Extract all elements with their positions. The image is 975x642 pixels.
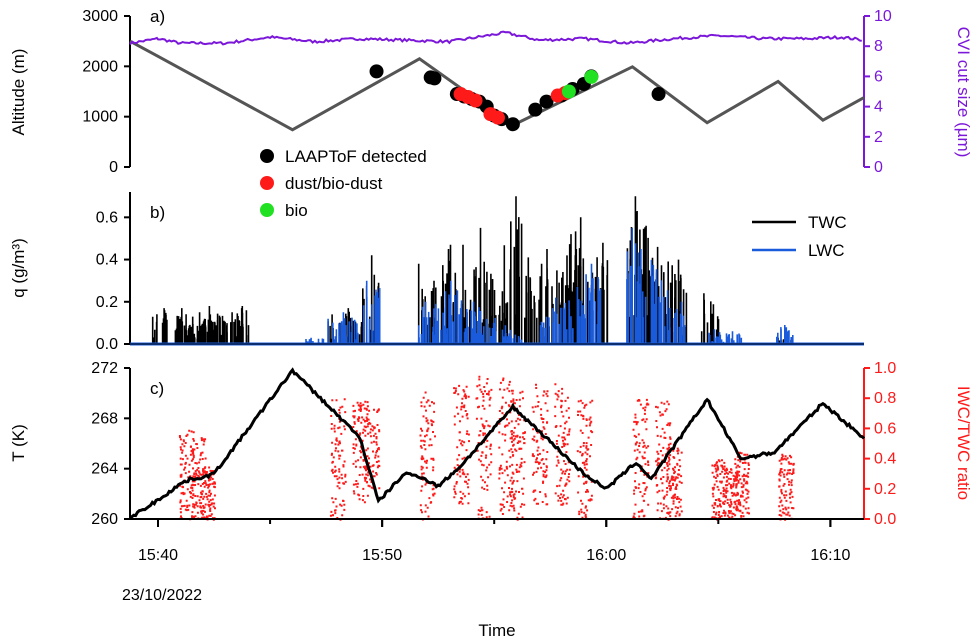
panel-b-ylabel: q (g/m³) bbox=[9, 238, 28, 298]
dust-marker bbox=[490, 110, 505, 125]
panel-c: c) T (K) IWC/TWC ratio 260 264 268 272 0.0 0.… bbox=[9, 360, 973, 640]
panel-a-legend: LAAPToF detected dust/bio-dust bio bbox=[260, 147, 427, 220]
panel-c-y-tick-label: 272 bbox=[91, 360, 118, 377]
panel-c-y-tick-label: 268 bbox=[91, 410, 118, 427]
legend-b-label: TWC bbox=[808, 213, 847, 232]
laaptof-marker bbox=[427, 71, 442, 86]
panel-b-legend: TWC LWC bbox=[752, 213, 847, 260]
legend-a-label: bio bbox=[285, 201, 308, 220]
dust-marker bbox=[468, 93, 483, 108]
panel-a-y2-tick-label: 10 bbox=[874, 8, 892, 25]
cvi-cut-size-line bbox=[129, 30, 862, 46]
laaptof-marker bbox=[528, 102, 543, 117]
legend-a-marker bbox=[260, 176, 274, 190]
panel-b-label: b) bbox=[150, 203, 165, 222]
panel-c-y-tick-label: 260 bbox=[91, 511, 118, 528]
panel-a-y-tick-label: 1000 bbox=[82, 109, 118, 126]
panel-a-y2-tick-label: 0 bbox=[874, 159, 883, 176]
panel-a-y2-tick-label: 4 bbox=[874, 99, 883, 116]
bio-marker bbox=[584, 69, 599, 84]
panel-b-y-tick-label: 0.4 bbox=[96, 252, 118, 269]
laaptof-marker bbox=[651, 87, 666, 102]
panel-c-y2-tick-label: 1.0 bbox=[874, 360, 896, 377]
legend-a-marker bbox=[260, 203, 274, 217]
panel-c-y2-tick-label: 0.4 bbox=[874, 451, 896, 468]
panel-c-y2-tick-label: 0.8 bbox=[874, 390, 896, 407]
legend-a-label: LAAPToF detected bbox=[285, 147, 427, 166]
lwc-trace bbox=[305, 227, 794, 344]
x-tick-label: 15:40 bbox=[138, 547, 178, 564]
laaptof-marker bbox=[505, 117, 520, 132]
panel-c-y2-tick-label: 0.2 bbox=[874, 481, 896, 498]
panel-c-y2-tick-label: 0.0 bbox=[874, 511, 896, 528]
bio-marker bbox=[561, 84, 576, 99]
x-tick-label: 16:00 bbox=[586, 547, 626, 564]
panel-c-label: c) bbox=[150, 379, 164, 398]
laaptof-marker bbox=[539, 94, 554, 109]
panel-b-y-tick-label: 0.2 bbox=[96, 294, 118, 311]
panel-b: b) q (g/m³) 0.0 0.2 0.4 0.6 TWC LWC bbox=[9, 192, 864, 353]
panel-c-ylabel: T (K) bbox=[9, 424, 28, 461]
date-label: 23/10/2022 bbox=[122, 587, 202, 604]
panel-a-y2-tick-label: 2 bbox=[874, 129, 883, 146]
x-tick-label: 16:10 bbox=[810, 547, 850, 564]
x-tick-label: 15:50 bbox=[362, 547, 402, 564]
laaptof-marker bbox=[369, 64, 384, 79]
panel-a-y2label: CVI cut size (µm) bbox=[954, 27, 973, 158]
panel-c-y2label: IWC/TWC ratio bbox=[954, 386, 973, 500]
panel-b-y-tick-label: 0.6 bbox=[96, 209, 118, 226]
x-axis-title: Time bbox=[478, 621, 515, 640]
panel-a-y-tick-label: 0 bbox=[109, 159, 118, 176]
panel-a-y2-tick-label: 8 bbox=[874, 38, 883, 55]
legend-a-marker bbox=[260, 149, 274, 163]
panel-b-y-tick-label: 0.0 bbox=[96, 336, 118, 353]
legend-b-label: LWC bbox=[808, 241, 845, 260]
panel-c-y-tick-label: 264 bbox=[91, 461, 118, 478]
panel-a-label: a) bbox=[150, 7, 165, 26]
panel-c-y2-tick-label: 0.6 bbox=[874, 420, 896, 437]
panel-a-y-tick-label: 3000 bbox=[82, 8, 118, 25]
panel-a-ylabel: Altitude (m) bbox=[9, 49, 28, 136]
temperature-line bbox=[128, 367, 866, 520]
panel-a-y-tick-label: 2000 bbox=[82, 58, 118, 75]
panel-a: a) Altitude (m) CVI cut size (µm) 0 1000 2… bbox=[9, 7, 973, 220]
twc-trace bbox=[151, 196, 793, 344]
legend-a-label: dust/bio-dust bbox=[285, 174, 383, 193]
panel-a-y2-tick-label: 6 bbox=[874, 68, 883, 85]
